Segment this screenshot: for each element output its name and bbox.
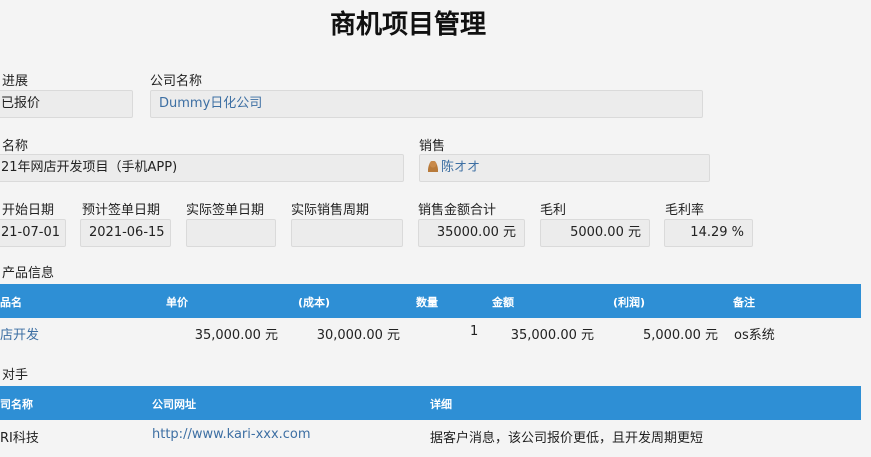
col-product-name[interactable]: 品名 — [0, 296, 22, 309]
competitors-table-header: 司名称 公司网址 详细 — [0, 386, 861, 420]
person-icon — [428, 161, 438, 172]
col-details[interactable]: 详细 — [430, 398, 452, 411]
col-remark[interactable]: 备注 — [733, 296, 755, 309]
name-field[interactable]: 21年网店开发项目（手机APP) — [0, 154, 404, 182]
col-amount[interactable]: 金额 — [492, 296, 514, 309]
name-label: 名称 — [2, 139, 29, 154]
col-cost[interactable]: (成本) — [298, 296, 331, 309]
company-field[interactable]: Dummy日化公司 — [150, 90, 703, 118]
gross-profit-field[interactable]: 5000.00 元 — [540, 219, 650, 247]
products-section-label: 产品信息 — [2, 266, 55, 281]
expected-sign-date-field[interactable]: 2021-06-15 — [80, 219, 171, 247]
col-company-name[interactable]: 司名称 — [0, 398, 33, 411]
col-company-url[interactable]: 公司网址 — [152, 398, 196, 411]
product-name[interactable]: 店开发 — [0, 328, 40, 343]
page-title: 商机项目管理 — [329, 10, 486, 40]
company-label: 公司名称 — [150, 74, 203, 89]
quantity: 1 — [470, 324, 479, 339]
competitor-details: 据客户消息，该公司报价更低，且开发周期更短 — [430, 431, 704, 446]
competitor-url[interactable]: http://www.kari-xxx.com — [152, 427, 311, 442]
actual-sales-cycle-field[interactable] — [291, 219, 403, 247]
products-table-header: 品名 单价 (成本) 数量 金额 (利润) 备注 — [0, 284, 861, 318]
progress-field[interactable]: 已报价 — [0, 90, 133, 118]
amount: 35,000.00 元 — [510, 328, 594, 343]
profit: 5,000.00 元 — [642, 328, 718, 343]
expected-sign-date-label: 预计签单日期 — [82, 203, 161, 218]
competitors-section-label: 对手 — [2, 368, 29, 383]
gross-margin-field[interactable]: 14.29 % — [664, 219, 753, 247]
table-row: RI科技 http://www.kari-xxx.com 据客户消息，该公司报价… — [0, 420, 861, 450]
table-row: 店开发 35,000.00 元 30,000.00 元 1 35,000.00 … — [0, 318, 861, 346]
sales-field[interactable]: 陈オオ — [419, 154, 710, 182]
start-date-field[interactable]: 21-07-01 — [0, 219, 66, 247]
competitor-name: RI科技 — [0, 431, 39, 446]
cost: 30,000.00 元 — [316, 328, 400, 343]
actual-sign-date-label: 实际签单日期 — [186, 203, 265, 218]
sales-total-label: 销售金额合计 — [418, 203, 497, 218]
gross-margin-label: 毛利率 — [665, 203, 705, 218]
gross-profit-label: 毛利 — [540, 203, 567, 218]
sales-label: 销售 — [419, 139, 446, 154]
unit-price: 35,000.00 元 — [194, 328, 278, 343]
col-profit[interactable]: (利润) — [613, 296, 646, 309]
sales-total-field[interactable]: 35000.00 元 — [418, 219, 525, 247]
progress-label: 进展 — [2, 74, 29, 89]
actual-sales-cycle-label: 实际销售周期 — [291, 203, 370, 218]
start-date-label: 开始日期 — [2, 203, 55, 218]
remark: os系统 — [734, 328, 775, 343]
col-unit-price[interactable]: 单价 — [166, 296, 188, 309]
col-quantity[interactable]: 数量 — [416, 296, 438, 309]
actual-sign-date-field[interactable] — [186, 219, 276, 247]
sales-person[interactable]: 陈オオ — [441, 160, 481, 175]
